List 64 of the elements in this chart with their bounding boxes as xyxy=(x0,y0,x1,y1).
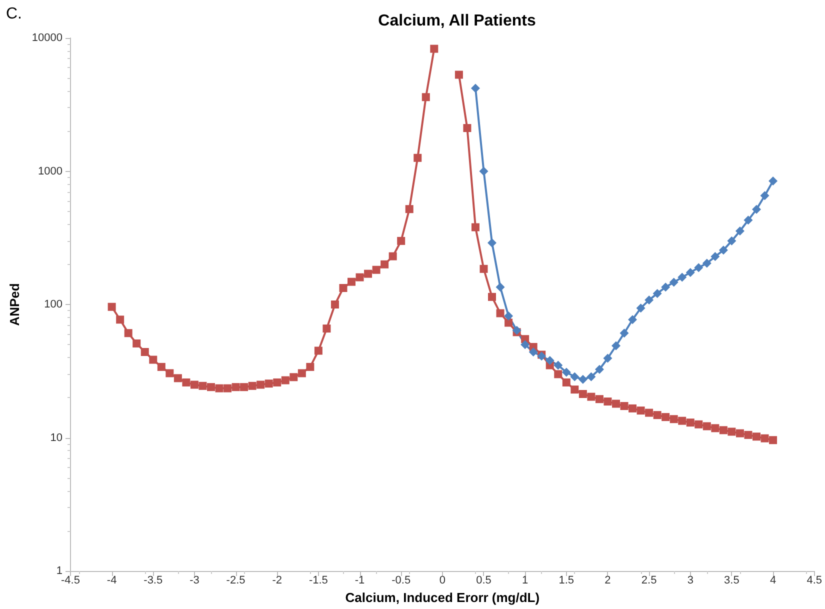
point xyxy=(512,326,522,335)
y-tick-label: 1 xyxy=(56,565,62,577)
x-tick-label: 1 xyxy=(522,574,528,586)
x-tick-label: -2 xyxy=(272,574,282,586)
point xyxy=(620,328,629,338)
x-tick-label: 4 xyxy=(770,574,776,586)
point xyxy=(718,246,728,255)
x-tick-label: -1 xyxy=(354,574,365,586)
point xyxy=(628,315,638,324)
point xyxy=(479,166,488,176)
point xyxy=(652,288,662,298)
point xyxy=(686,268,695,277)
x-axis-title: Calcium, Induced Erorr (mg/dL) xyxy=(345,590,540,605)
point xyxy=(603,354,612,363)
x-tick-label: 4.5 xyxy=(806,574,822,586)
point xyxy=(644,296,654,305)
point xyxy=(678,272,687,282)
point xyxy=(636,304,646,313)
point xyxy=(661,282,670,292)
point xyxy=(578,374,588,384)
point xyxy=(768,176,778,186)
x-tick-label: -2.5 xyxy=(226,574,246,586)
point xyxy=(545,356,554,365)
x-tick-label: 2.5 xyxy=(641,574,657,586)
x-tick-label: -4.5 xyxy=(61,574,80,586)
point xyxy=(586,372,596,382)
x-tick-label: 3.5 xyxy=(724,574,740,586)
y-tick-label: 1000 xyxy=(38,165,62,178)
point xyxy=(528,348,538,357)
y-tick-label: 100 xyxy=(44,298,62,310)
x-tick-label: 0.5 xyxy=(476,574,492,586)
point xyxy=(752,204,761,214)
point xyxy=(594,364,604,374)
point xyxy=(520,340,530,350)
point xyxy=(710,252,720,262)
x-tick-label: -0.5 xyxy=(392,574,411,586)
point xyxy=(744,216,753,225)
x-tick-label: 2 xyxy=(604,574,611,586)
y-tick-label: 10 xyxy=(50,432,62,444)
y-axis-title: ANPed xyxy=(7,283,22,326)
point xyxy=(554,360,563,370)
x-tick-label: 0 xyxy=(439,574,446,586)
x-tick-label: -3 xyxy=(190,574,200,586)
x-tick-label: -3.5 xyxy=(144,574,163,586)
point xyxy=(760,191,770,200)
point xyxy=(562,368,571,377)
x-tick-label: -4 xyxy=(106,574,117,586)
point xyxy=(727,236,736,246)
point xyxy=(504,311,514,320)
point xyxy=(570,372,580,382)
y-tick-label: 10000 xyxy=(32,32,62,44)
text: C. xyxy=(6,6,22,22)
point xyxy=(496,282,505,292)
point xyxy=(611,341,620,350)
point xyxy=(669,278,678,287)
x-tick-label: -1.5 xyxy=(308,574,328,586)
chart-title: Calcium, All Patients xyxy=(378,12,536,30)
x-tick-label: 1.5 xyxy=(558,574,574,586)
point xyxy=(702,258,712,268)
point xyxy=(694,263,704,272)
x-tick-label: 3 xyxy=(687,574,694,586)
point xyxy=(735,226,744,236)
point xyxy=(470,84,480,93)
point xyxy=(488,238,497,248)
